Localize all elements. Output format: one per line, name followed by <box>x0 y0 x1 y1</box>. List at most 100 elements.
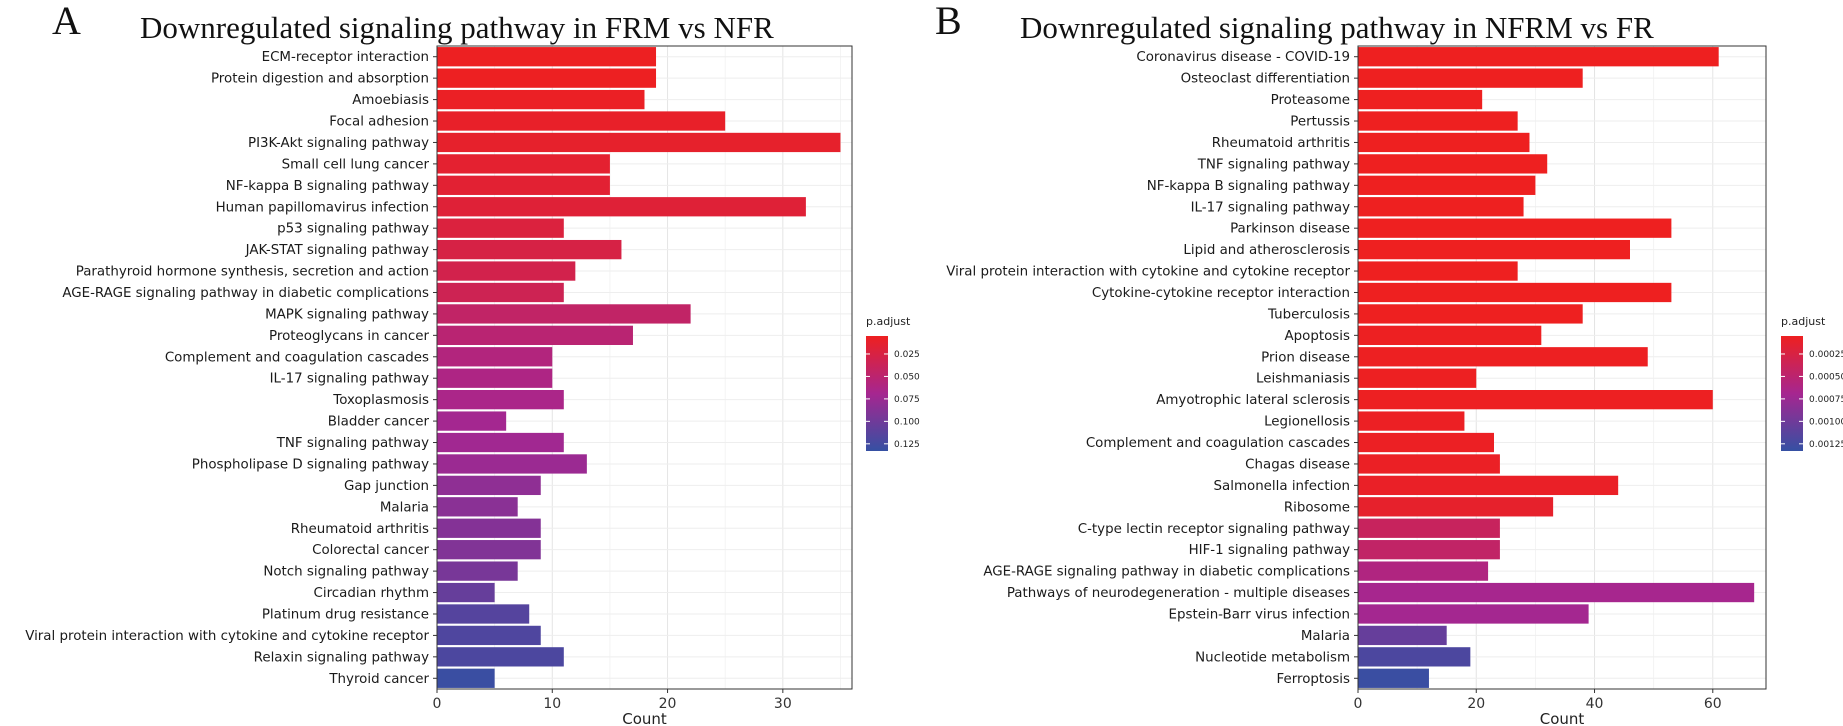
panel-b-legend: p.adjust 0.000250.000500.000750.001000.0… <box>1781 315 1843 451</box>
panel-b-category-label: C-type lectin receptor signaling pathway <box>1078 522 1350 537</box>
panel-b-legend-title: p.adjust <box>1781 315 1826 328</box>
panel-a-category-label: TNF signaling pathway <box>276 436 429 451</box>
panel-b-category-label: Leishmaniasis <box>1256 372 1350 387</box>
panel-a-category-label: Small cell lung cancer <box>282 157 430 172</box>
panel-a-legend-tick-label: 0.125 <box>894 440 920 450</box>
panel-b-bar <box>1358 647 1471 667</box>
panel-a-category-label: Toxoplasmosis <box>332 393 429 408</box>
panel-a-bar <box>437 239 622 260</box>
panel-a-category-label: Malaria <box>380 500 429 515</box>
panel-b-bar <box>1358 432 1494 453</box>
panel-a-bar <box>437 561 518 581</box>
panel-a-category-label: Proteoglycans in cancer <box>269 329 429 344</box>
panel-a-category-label: Parathyroid hormone synthesis, secretion… <box>76 265 429 280</box>
panel-b-bar <box>1358 497 1554 517</box>
panel-a-category-label: Protein digestion and absorption <box>211 72 429 87</box>
panel-b-category-label: Nucleotide metabolism <box>1195 650 1350 665</box>
panel-a-bar <box>437 325 633 345</box>
panel-a-x-tick-label: 0 <box>433 696 442 712</box>
panel-b-category-label: IL-17 signaling pathway <box>1191 200 1350 215</box>
panel-b-x-tick-label: 60 <box>1704 696 1722 712</box>
panel-a-x-tick-label: 10 <box>543 696 561 712</box>
panel-b-bar <box>1358 304 1583 324</box>
panel-a-category-label: Viral protein interaction with cytokine … <box>25 629 429 644</box>
panel-b-bar <box>1358 518 1500 538</box>
panel-b-x-tick-label: 0 <box>1354 696 1363 712</box>
panel-a-bar <box>437 625 541 646</box>
panel-a-legend: p.adjust 0.025 0.050 0.075 0.100 0.125 <box>866 315 920 451</box>
panel-a-category-label: Focal adhesion <box>329 115 429 130</box>
panel-b-bar <box>1358 475 1619 496</box>
panel-b-bar <box>1358 561 1489 581</box>
panel-b-bar <box>1358 390 1713 410</box>
panel-a-category-label: Complement and coagulation cascades <box>165 350 429 365</box>
panel-b-title: Downregulated signaling pathway in NFRM … <box>1020 10 1654 45</box>
panel-a-bar <box>437 218 564 238</box>
panel-a-category-label: Bladder cancer <box>328 415 430 430</box>
panel-b-legend-tick-label: 0.00100 <box>1809 417 1843 427</box>
panel-b-bar <box>1358 261 1518 281</box>
panel-b-bar <box>1358 132 1530 153</box>
panel-b-bar <box>1358 347 1648 367</box>
panel-b-category-label: Apoptosis <box>1285 329 1350 344</box>
panel-a-x-tick-label: 20 <box>659 696 677 712</box>
panel-b-category-label: Parkinson disease <box>1230 222 1350 237</box>
panel-a-category-label: IL-17 signaling pathway <box>270 372 429 387</box>
panel-a-bar <box>437 347 553 367</box>
panel-b-bar <box>1358 368 1477 388</box>
panel-b-category-label: Malaria <box>1301 629 1350 644</box>
panel-a-bar <box>437 47 657 67</box>
panel-a-bar <box>437 282 564 303</box>
panel-b-bar <box>1358 175 1536 195</box>
panel-b-bar <box>1358 239 1630 260</box>
panel-b-legend-tick-label: 0.00050 <box>1809 372 1843 382</box>
panel-a-bar <box>437 111 726 131</box>
panel-b-colorbar <box>1781 336 1803 451</box>
panel-a-x-axis-title: Count <box>622 710 667 726</box>
panel-b-legend-ticks: 0.00025 0.00050 0.00075 0.00100 0.00125 <box>1781 350 1843 450</box>
panel-a-bar <box>437 197 806 217</box>
panel-a-letter: A <box>52 0 81 43</box>
panel-b-bar <box>1358 282 1672 303</box>
panel-a-legend-tick-label: 0.025 <box>894 350 920 360</box>
panel-b-x-tick-label: 40 <box>1586 696 1604 712</box>
panel-a-legend-tick-label: 0.100 <box>894 417 920 427</box>
panel-b-x-axis-title: Count <box>1540 710 1585 726</box>
panel-a-category-label: NF-kappa B signaling pathway <box>226 179 429 194</box>
panel-b-bar <box>1358 625 1447 646</box>
panel-a: A Downregulated signaling pathway in FRM… <box>25 0 920 726</box>
panel-b-category-label: Amyotrophic lateral sclerosis <box>1156 393 1350 408</box>
panel-a-bar <box>437 68 657 88</box>
panel-b-category-label: Ribosome <box>1284 500 1350 515</box>
panel-b-letter: B <box>935 0 962 43</box>
panel-b-bar <box>1358 540 1500 560</box>
panel-a-category-label: Thyroid cancer <box>328 672 429 687</box>
panel-a-title: Downregulated signaling pathway in FRM v… <box>140 10 774 45</box>
panel-b-plot: Coronavirus disease - COVID-19 Osteoclast… <box>946 45 1767 726</box>
panel-a-category-label: Phospholipase D signaling pathway <box>192 457 429 472</box>
panel-a-category-label: Platinum drug resistance <box>262 607 429 622</box>
panel-b-category-label: Complement and coagulation cascades <box>1086 436 1350 451</box>
panel-a-legend-ticks: 0.025 0.050 0.075 0.100 0.125 <box>866 350 920 450</box>
panel-b-bar <box>1358 68 1583 88</box>
panel-a-bar <box>437 582 495 603</box>
panel-b-category-label: Rheumatoid arthritis <box>1212 136 1350 151</box>
panel-b-legend-tick-label: 0.00125 <box>1809 440 1843 450</box>
panel-b-category-label: NF-kappa B signaling pathway <box>1147 179 1350 194</box>
panel-a-colorbar <box>866 336 888 451</box>
panel-a-bar <box>437 368 553 388</box>
panel-b-bar <box>1358 411 1465 431</box>
panel-b-bar <box>1358 454 1500 474</box>
panel-a-legend-title: p.adjust <box>866 315 911 328</box>
panel-a-category-label: Human papillomavirus infection <box>216 200 429 215</box>
panel-b-bar <box>1358 89 1483 110</box>
panel-b-category-label: Chagas disease <box>1245 457 1350 472</box>
panel-a-bar <box>437 154 610 174</box>
panel-b-category-label: Pertussis <box>1290 115 1350 130</box>
panel-b-category-label: Tuberculosis <box>1267 307 1350 322</box>
panel-b-category-label: Ferroptosis <box>1277 672 1351 687</box>
panel-a-bar <box>437 175 610 195</box>
panel-a-bar <box>437 497 518 517</box>
panel-a-category-label: JAK-STAT signaling pathway <box>245 243 429 258</box>
